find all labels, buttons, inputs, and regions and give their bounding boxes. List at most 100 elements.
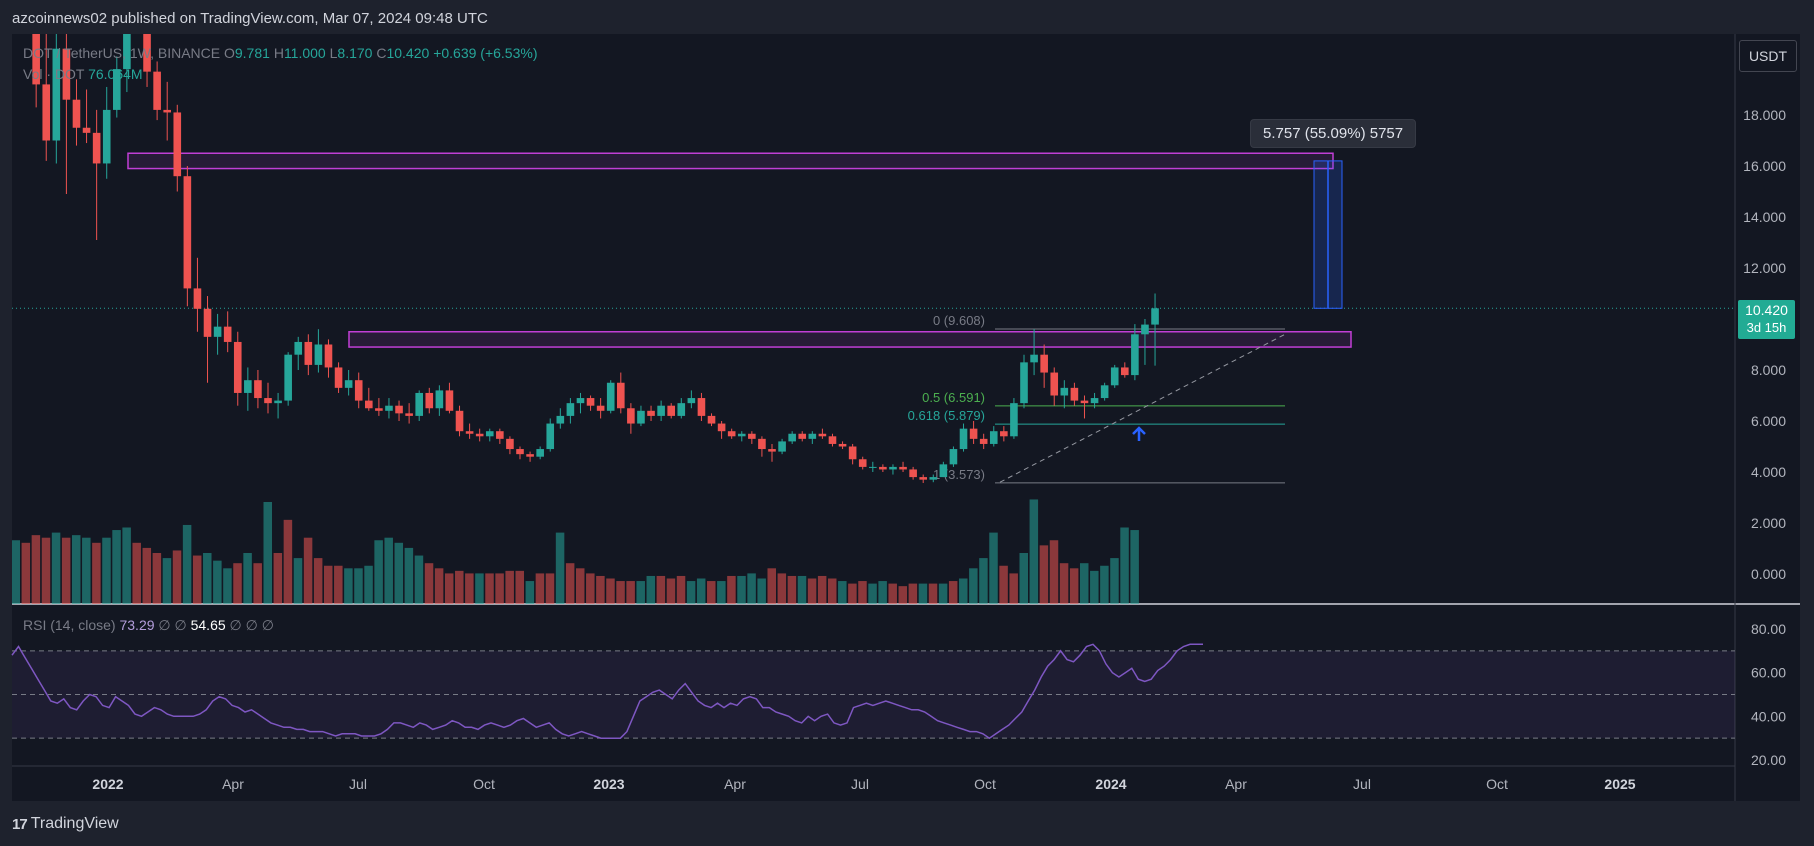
price-axis-label: 0.000 <box>1751 566 1786 582</box>
rsi-axis-label: 80.00 <box>1751 621 1786 637</box>
volume-bar <box>334 565 343 604</box>
candle-body <box>798 433 807 439</box>
volume-bar <box>112 530 121 604</box>
candle-body <box>536 449 544 457</box>
volume-bar <box>1100 565 1109 604</box>
last-price-value: 10.420 <box>1745 302 1788 318</box>
candle-body <box>989 431 998 444</box>
tradingview-logo-icon: 17 <box>12 815 28 833</box>
close-value: 10.420 <box>386 45 430 61</box>
volume-bar <box>676 575 686 604</box>
candle-body <box>778 441 786 452</box>
volume-bar <box>999 565 1008 604</box>
rsi-axis-label: 40.00 <box>1751 708 1786 724</box>
volume-bar <box>223 568 232 604</box>
candle-body <box>445 390 454 411</box>
volume-bar <box>122 527 131 604</box>
volume-bar <box>717 581 726 604</box>
volume-bar <box>1120 527 1129 604</box>
candle-body <box>707 415 716 424</box>
volume-bar <box>344 568 353 604</box>
candle-body <box>657 405 665 416</box>
volume-bar <box>575 568 585 604</box>
publisher-text: azcoinnews02 published on TradingView.co… <box>12 10 488 27</box>
time-axis-label: Jul <box>349 776 367 792</box>
candle-body <box>979 438 988 444</box>
candle-body <box>546 423 555 450</box>
candle-body <box>526 454 534 457</box>
candle-body <box>304 341 313 365</box>
candle-body <box>365 400 373 409</box>
volume-bar <box>1009 573 1018 604</box>
change-value: +0.639 (+6.53%) <box>433 45 538 61</box>
candle-body <box>1000 431 1008 437</box>
candle-body <box>1121 367 1129 376</box>
volume-bar <box>938 583 948 604</box>
candle-body <box>274 400 282 404</box>
candle-body <box>667 405 675 416</box>
candle-body <box>334 367 343 388</box>
volume-bar <box>233 563 242 604</box>
candle-body <box>889 466 897 470</box>
candle-body <box>163 109 171 113</box>
volume-bar <box>878 581 887 604</box>
volume-bar <box>213 560 222 604</box>
volume-bar <box>162 558 172 604</box>
volume-bar <box>354 568 363 604</box>
candle-body <box>788 433 796 442</box>
candle-body <box>153 71 161 110</box>
candle-body <box>808 433 817 439</box>
candle-body <box>82 127 91 133</box>
volume-bar <box>31 535 41 604</box>
volume-legend: Vol · DOT 76.064M <box>23 66 143 82</box>
rsi-empty-2: ∅ <box>174 617 187 633</box>
volume-bar <box>777 573 787 604</box>
volume-bar <box>394 542 404 604</box>
currency-scale-button[interactable]: USDT <box>1739 40 1797 72</box>
main-pane: 0 (9.608)0.5 (6.591)0.618 (5.879)1 (3.57… <box>12 0 1735 604</box>
volume-bar <box>686 581 696 604</box>
candle-body <box>919 477 927 480</box>
volume-bar <box>1110 558 1119 604</box>
time-axis-label: Apr <box>1225 776 1247 792</box>
volume-bar <box>959 578 968 604</box>
volume-bar <box>203 553 212 604</box>
candle-body <box>102 109 111 164</box>
candle-body <box>223 326 232 342</box>
volume-bar <box>384 537 393 604</box>
last-price-tag: 10.420 3d 15h <box>1738 300 1795 339</box>
candle-body <box>1020 362 1028 404</box>
up-arrow-icon <box>1132 426 1146 441</box>
candle-body <box>1110 367 1119 386</box>
volume-bar <box>41 537 51 604</box>
volume-bar <box>908 583 918 604</box>
volume-bar <box>323 565 333 604</box>
volume-bar <box>848 583 857 604</box>
volume-bar <box>293 558 303 604</box>
rsi-line <box>11 643 1203 740</box>
candle-body <box>485 431 494 437</box>
price-range-label[interactable]: 5.757 (55.09%) 5757 <box>1250 119 1417 148</box>
volume-bar <box>707 581 716 604</box>
volume-bar <box>1029 499 1039 604</box>
candle-body <box>475 433 484 437</box>
candle-body <box>697 398 706 416</box>
candle-body <box>183 176 192 289</box>
high-label: H <box>273 45 284 61</box>
volume-bar <box>656 575 666 604</box>
candle-body <box>768 449 776 452</box>
candle-body <box>193 288 202 309</box>
candle-body <box>848 446 857 460</box>
time-axis-label: 2024 <box>1095 776 1126 792</box>
volume-bar <box>666 578 676 604</box>
time-axis-label: 2022 <box>92 776 123 792</box>
candle-body <box>596 405 605 411</box>
candle-body <box>405 413 413 416</box>
volume-bar <box>858 581 867 604</box>
candle-body <box>22 0 30 10</box>
close-label: C <box>376 45 387 61</box>
tradingview-brand[interactable]: 17 TradingView <box>12 815 119 833</box>
volume-bar <box>374 540 383 604</box>
volume-bar <box>757 578 766 604</box>
